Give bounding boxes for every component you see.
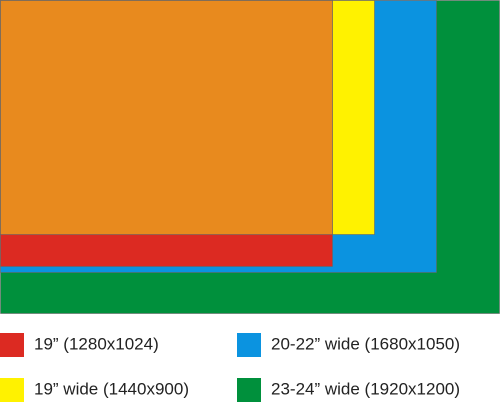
overlap-area xyxy=(0,0,333,235)
legend-label: 23-24” wide (1920x1200) xyxy=(271,379,460,398)
legend-label: 19” wide (1440x900) xyxy=(34,379,189,398)
legend-swatch xyxy=(237,333,261,357)
legend-swatch xyxy=(0,333,24,357)
legend-label: 19” (1280x1024) xyxy=(34,334,159,353)
legend-swatch xyxy=(237,378,261,402)
legend-label: 20-22” wide (1680x1050) xyxy=(271,334,460,353)
legend-swatch xyxy=(0,378,24,402)
